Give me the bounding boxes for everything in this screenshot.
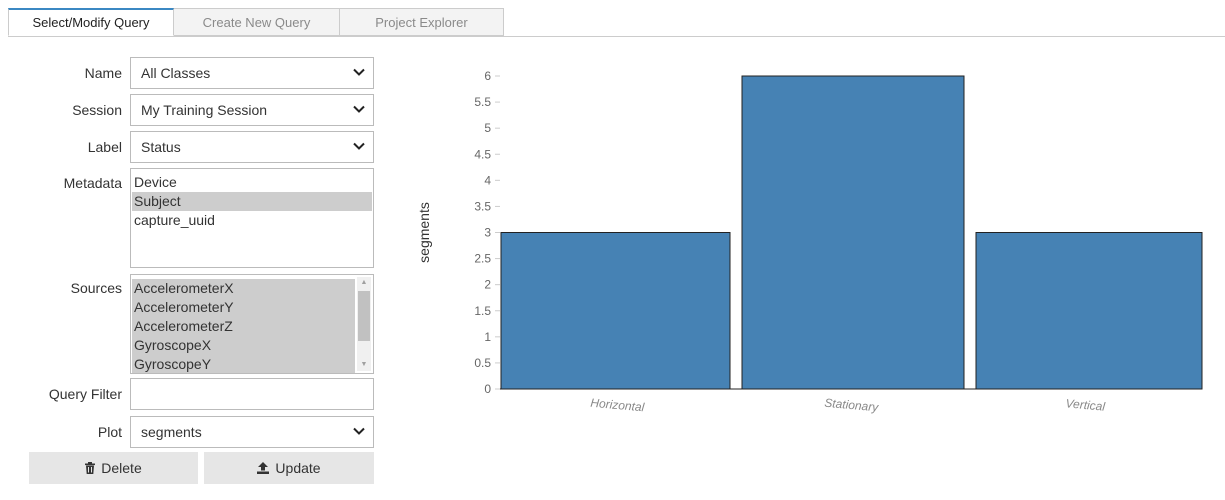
plot-select[interactable]: segments xyxy=(130,416,374,448)
trash-icon xyxy=(85,462,96,474)
y-tick-label: 3.5 xyxy=(474,199,491,213)
session-select[interactable]: My Training Session xyxy=(130,94,374,126)
sources-label: Sources xyxy=(70,280,122,296)
query-filter-input[interactable] xyxy=(130,378,374,410)
y-tick-label: 1 xyxy=(484,330,491,344)
y-tick-label: 0.5 xyxy=(474,356,491,370)
metadata-label: Metadata xyxy=(63,175,122,191)
y-tick-label: 2 xyxy=(484,278,491,292)
update-button[interactable]: Update xyxy=(204,452,374,484)
label-label: Label xyxy=(87,139,122,155)
scroll-down-arrow-icon[interactable]: ▼ xyxy=(360,361,368,368)
x-tick-label: Vertical xyxy=(1065,396,1106,413)
y-tick-label: 5.5 xyxy=(474,95,491,109)
chevron-down-icon xyxy=(353,68,365,76)
plot-label: Plot xyxy=(97,424,122,440)
plot-select-value: segments xyxy=(141,424,202,440)
y-tick-label: 6 xyxy=(484,69,491,83)
delete-button[interactable]: Delete xyxy=(29,452,198,484)
name-label: Name xyxy=(84,65,122,81)
update-button-label: Update xyxy=(275,460,321,476)
tab-divider xyxy=(8,36,1225,37)
sources-option-gyroscope-y[interactable]: GyroscopeY xyxy=(132,355,355,373)
session-label: Session xyxy=(72,102,122,118)
scroll-up-arrow-icon[interactable]: ▲ xyxy=(360,279,368,286)
sources-scrollbar-thumb[interactable] xyxy=(358,291,370,341)
y-tick-label: 2.5 xyxy=(474,252,491,266)
sources-option-gyroscope-x[interactable]: GyroscopeX xyxy=(132,336,355,355)
metadata-option-subject[interactable]: Subject xyxy=(132,192,372,211)
metadata-listbox[interactable]: Device Subject capture_uuid xyxy=(130,168,374,268)
sources-option-accelerometer-y[interactable]: AccelerometerY xyxy=(132,298,355,317)
y-tick-label: 3 xyxy=(484,226,491,240)
y-tick-label: 5 xyxy=(484,121,491,135)
upload-icon xyxy=(257,462,270,474)
bar-vertical xyxy=(975,232,1203,390)
tab-create-new-query[interactable]: Create New Query xyxy=(174,8,340,36)
y-axis-label: segments xyxy=(416,202,432,263)
sources-listbox[interactable]: AccelerometerX AccelerometerY Accelerome… xyxy=(130,274,374,374)
y-tick-label: 4.5 xyxy=(474,147,491,161)
metadata-option-device[interactable]: Device xyxy=(134,174,177,190)
name-select-value: All Classes xyxy=(141,65,211,81)
tab-bar: Select/Modify Query Create New Query Pro… xyxy=(8,8,1225,37)
tab-project-explorer[interactable]: Project Explorer xyxy=(340,8,504,36)
delete-button-label: Delete xyxy=(101,460,142,476)
sources-scrollbar[interactable]: ▲ ▼ xyxy=(357,277,371,371)
tab-select-modify-query[interactable]: Select/Modify Query xyxy=(8,8,174,36)
x-tick-label: Stationary xyxy=(824,396,880,415)
y-tick-label: 4 xyxy=(484,173,491,187)
bar-stationary xyxy=(741,75,965,390)
metadata-option-capture-uuid[interactable]: capture_uuid xyxy=(134,212,215,228)
session-select-value: My Training Session xyxy=(141,102,268,118)
y-tick-label: 1.5 xyxy=(474,304,491,318)
label-select-value: Status xyxy=(141,139,181,155)
bar-horizontal xyxy=(500,232,731,390)
label-select[interactable]: Status xyxy=(130,131,374,163)
sources-option-accelerometer-z[interactable]: AccelerometerZ xyxy=(132,317,355,336)
chevron-down-icon xyxy=(353,105,365,113)
name-select[interactable]: All Classes xyxy=(130,57,374,89)
y-tick-label: 0 xyxy=(484,382,491,396)
query-filter-label: Query Filter xyxy=(48,386,122,402)
x-tick-label: Horizontal xyxy=(590,396,645,415)
chevron-down-icon xyxy=(353,427,365,435)
chevron-down-icon xyxy=(353,142,365,150)
sources-option-accelerometer-x[interactable]: AccelerometerX xyxy=(132,279,355,298)
